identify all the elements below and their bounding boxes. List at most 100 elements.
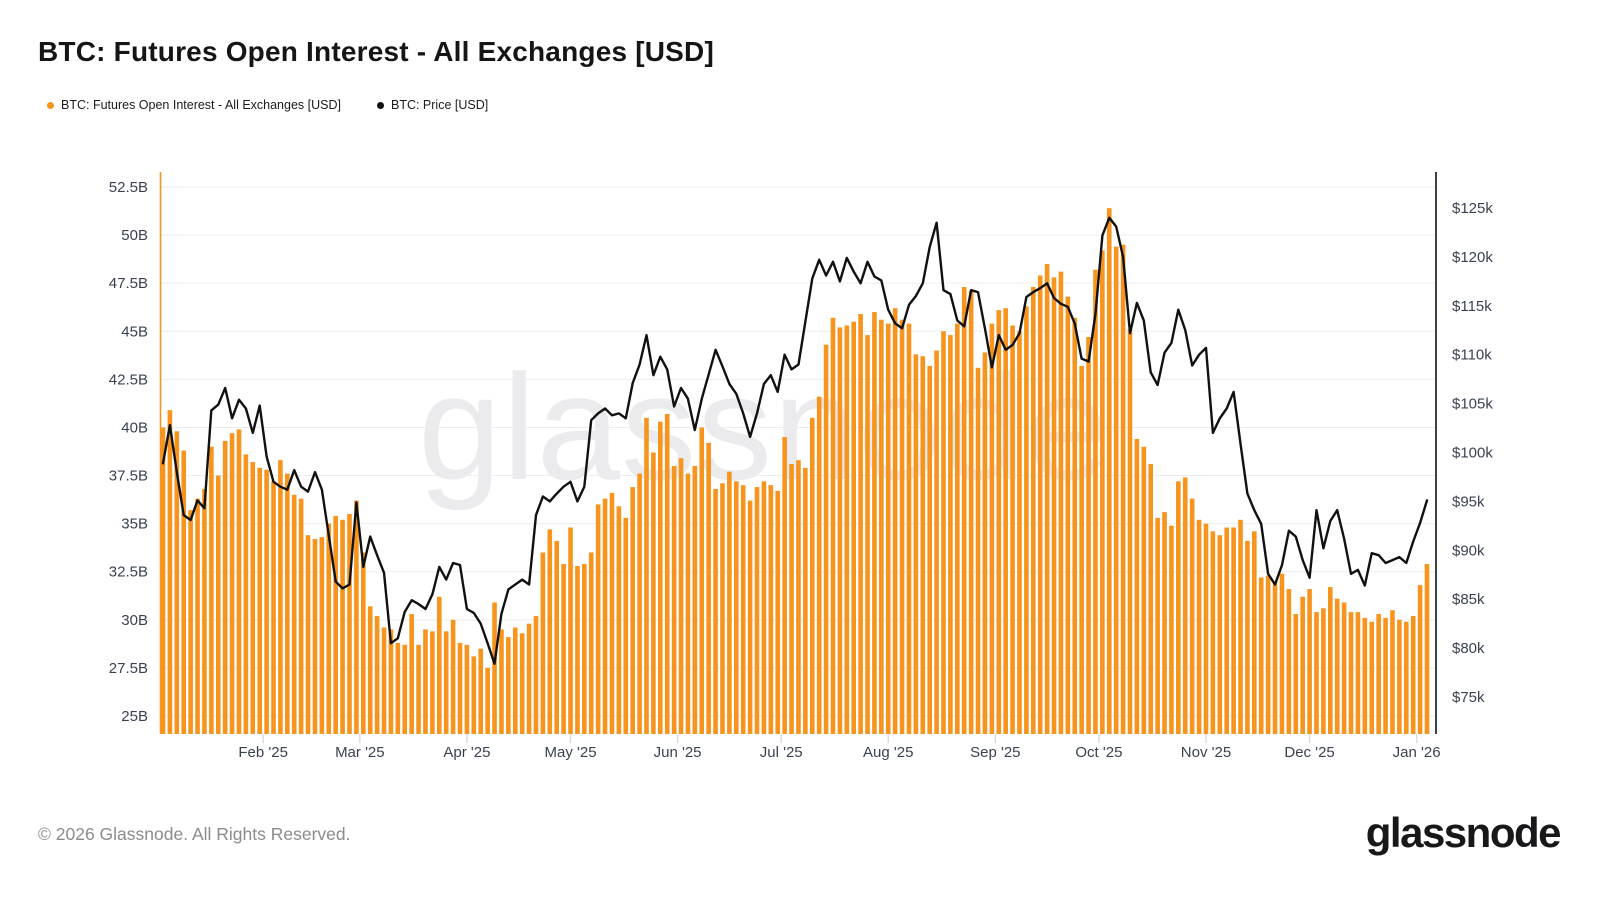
open-interest-bar (1010, 325, 1015, 734)
open-interest-bar (913, 354, 919, 734)
open-interest-bar (623, 517, 629, 734)
left-axis-tick-label: 50B (121, 227, 148, 244)
open-interest-bar (1293, 614, 1299, 734)
open-interest-bar (430, 631, 435, 734)
open-interest-bar (1355, 612, 1361, 734)
open-interest-bar (1051, 277, 1057, 734)
open-interest-bar (1196, 519, 1202, 734)
open-interest-bar (1127, 329, 1133, 734)
open-interest-bar (1397, 619, 1402, 734)
open-interest-bar (1093, 269, 1098, 734)
open-interest-bar (630, 487, 635, 734)
open-interest-bar (361, 552, 366, 734)
open-interest-bar (1134, 439, 1140, 734)
open-interest-bar (658, 421, 663, 734)
open-interest-bar (761, 481, 767, 734)
open-interest-bar (754, 487, 760, 734)
open-interest-bar (1037, 275, 1043, 734)
left-axis-tick-label: 27.5B (109, 660, 148, 677)
open-interest-bar (637, 473, 642, 734)
open-interest-bar (1238, 519, 1243, 734)
open-interest-bar (782, 437, 787, 734)
open-interest-bar (471, 656, 477, 734)
open-interest-bar (354, 500, 359, 734)
open-interest-bar (1113, 246, 1119, 734)
x-axis-tick-label: Oct '25 (1075, 744, 1122, 761)
x-axis-tick-label: Aug '25 (863, 744, 913, 761)
open-interest-bar (499, 629, 504, 734)
left-axis-tick-label: 37.5B (109, 468, 148, 485)
open-interest-bar (188, 510, 193, 734)
open-interest-bar (1362, 617, 1368, 734)
left-axis-tick-label: 42.5B (109, 371, 148, 388)
open-interest-bar (968, 290, 974, 734)
open-interest-bar (1410, 615, 1416, 734)
open-interest-bar (1300, 596, 1305, 734)
glassnode-logo[interactable]: glassnode (1365, 809, 1562, 856)
open-interest-bar (1079, 365, 1084, 734)
x-axis-tick-label: May '25 (544, 744, 596, 761)
open-interest-bar (879, 319, 884, 734)
open-interest-bar (1182, 477, 1188, 734)
open-interest-bar (747, 500, 753, 734)
open-interest-bar (423, 629, 428, 734)
open-interest-bar (367, 606, 373, 734)
open-interest-bar (1065, 296, 1071, 734)
open-interest-bar (941, 331, 946, 734)
open-interest-bar (768, 485, 774, 734)
open-interest-bar (851, 321, 857, 734)
open-interest-bar (1162, 512, 1167, 734)
open-interest-bar (1245, 540, 1250, 734)
open-interest-bar (823, 344, 829, 734)
open-interest-bar (1086, 337, 1091, 734)
left-axis-tick-label: 30B (121, 612, 148, 629)
left-axis-labels: 52.5B 50B 47.5B 45B 42.5B 40B 37.5B 35B 32.5B 30B… (109, 179, 148, 725)
legend-item-price[interactable]: BTC: Price [USD] (376, 98, 488, 112)
open-interest-bar (651, 452, 656, 734)
right-axis-tick-label: $115k (1452, 298, 1492, 315)
open-interest-bar (298, 498, 304, 734)
x-axis-tick-label: Jun '25 (654, 744, 702, 761)
open-interest-bar (588, 552, 594, 734)
open-interest-bar (257, 467, 262, 734)
open-interest-bar (803, 467, 808, 734)
open-interest-bar (1417, 585, 1423, 734)
open-interest-bar (789, 464, 794, 734)
legend-item-open-interest[interactable]: BTC: Futures Open Interest - All Exchang… (47, 98, 341, 112)
x-axis-tick-label: Nov '25 (1181, 744, 1231, 761)
open-interest-bar (202, 489, 207, 734)
page-title: BTC: Futures Open Interest - All Exchang… (38, 36, 714, 67)
legend-swatch-open-interest-icon (47, 101, 54, 109)
open-interest-bar (326, 523, 332, 734)
open-interest-bar (1307, 589, 1312, 734)
open-interest-bar (533, 615, 539, 734)
open-interest-bar (181, 450, 187, 734)
open-interest-bar (1383, 617, 1388, 734)
left-axis-tick-label: 40B (121, 419, 148, 436)
open-interest-bar (892, 308, 898, 734)
open-interest-bar (996, 310, 1002, 734)
open-interest-bar (305, 535, 311, 734)
open-interest-bar (678, 458, 684, 734)
open-interest-bar (271, 481, 276, 734)
open-interest-bar (948, 335, 953, 734)
open-interest-bar (989, 323, 995, 734)
open-interest-bar (692, 465, 698, 734)
open-interest-bar (229, 433, 235, 734)
open-interest-bar (312, 539, 318, 734)
open-interest-bar (1334, 598, 1340, 734)
copyright-text: © 2026 Glassnode. All Rights Reserved. (38, 824, 351, 844)
open-interest-bar (720, 483, 725, 734)
open-interest-bar (1120, 244, 1126, 734)
open-interest-bar (837, 327, 843, 734)
open-interest-bar (264, 469, 269, 734)
open-interest-bar (395, 642, 401, 734)
open-interest-bar (167, 410, 173, 734)
open-interest-bar (568, 527, 573, 734)
open-interest-bar (478, 648, 484, 734)
chart-plot-area[interactable]: 52.5B 50B 47.5B 45B 42.5B 40B 37.5B 35B 32.5B 30B… (0, 0, 1600, 790)
open-interest-bar (920, 356, 926, 734)
open-interest-bar (885, 323, 891, 734)
open-interest-bar (319, 537, 325, 734)
open-interest-bar (1148, 464, 1154, 734)
